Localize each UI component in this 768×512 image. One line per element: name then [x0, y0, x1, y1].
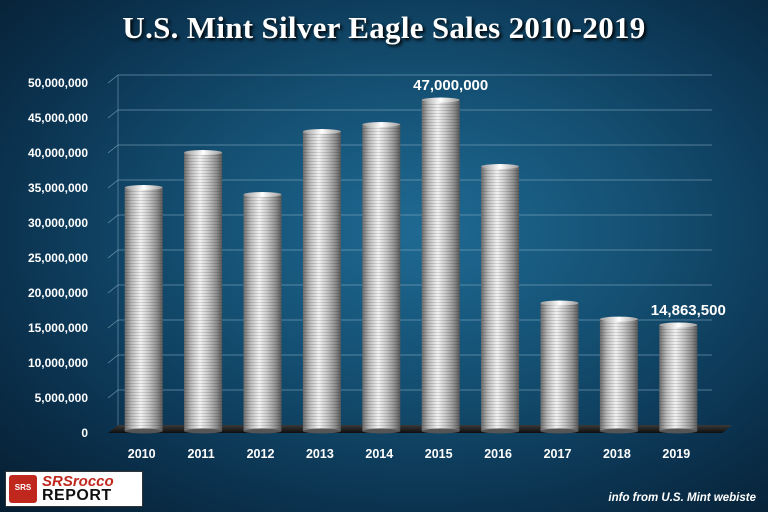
x-tick-label: 2014: [365, 447, 393, 461]
bar-2016: [481, 164, 520, 434]
srsrocco-logo: SRS SRSrocco REPORT: [5, 471, 143, 507]
bar-2019: [659, 322, 698, 434]
y-tick-label: 10,000,000: [28, 356, 88, 370]
bar-base: [599, 428, 638, 434]
bar-coin-ridges: [243, 194, 282, 431]
bar-base: [421, 428, 460, 434]
bar-base: [540, 428, 579, 434]
x-tick-label: 2011: [188, 447, 215, 461]
y-tick-label: 35,000,000: [28, 181, 88, 195]
bar-coin-ridges: [302, 131, 341, 431]
gridline-side: [107, 284, 119, 294]
bar-base: [184, 428, 223, 434]
bar-top: [243, 192, 282, 197]
bar-coin-ridges: [540, 303, 579, 431]
y-tick-label: 5,000,000: [35, 391, 89, 405]
x-tick-label: 2017: [544, 447, 572, 461]
logo-emblem-icon: SRS: [9, 475, 37, 503]
bar-top: [659, 322, 698, 328]
x-tick-label: 2012: [247, 447, 275, 461]
x-tick-label: 2018: [603, 447, 631, 461]
bar-top: [599, 316, 638, 322]
bar-base: [302, 428, 341, 434]
bar-2011: [184, 150, 223, 434]
gridline-side: [107, 109, 119, 119]
gridline-side: [107, 389, 119, 399]
bar-coin-ridges: [124, 187, 163, 431]
gridline-side: [107, 354, 119, 364]
logo-text-report: REPORT: [42, 487, 112, 504]
bar-2017: [540, 300, 579, 434]
data-label-2015: 47,000,000: [413, 77, 488, 94]
bar-base: [659, 428, 698, 434]
x-tick-label: 2013: [306, 447, 334, 461]
data-label-2019: 14,863,500: [651, 302, 726, 319]
bar-top: [421, 97, 460, 103]
bar-2014: [362, 122, 401, 434]
logo-text-srsrocco: SRSrocco: [42, 473, 114, 490]
bar-base: [243, 428, 282, 434]
y-tick-label: 0: [81, 426, 88, 440]
bar-top: [540, 300, 579, 306]
bar-base: [481, 428, 520, 434]
gridline-side: [107, 74, 119, 84]
gridline-side: [107, 214, 119, 224]
bar-2012: [243, 192, 282, 434]
source-note: info from U.S. Mint webiste: [608, 492, 756, 504]
gridline-side: [107, 249, 119, 259]
bar-2013: [302, 129, 341, 434]
bar-coin-ridges: [481, 166, 520, 431]
bar-coin-ridges: [421, 100, 460, 431]
bar-2010: [124, 185, 163, 434]
gridline-side: [107, 179, 119, 189]
bar-coin-ridges: [599, 319, 638, 431]
y-tick-label: 20,000,000: [28, 286, 88, 300]
y-tick-label: 15,000,000: [28, 321, 88, 335]
bar-base: [124, 428, 163, 434]
y-tick-label: 40,000,000: [28, 146, 88, 160]
bar-top: [481, 164, 520, 169]
chart-title: U.S. Mint Silver Eagle Sales 2010-2019: [122, 10, 646, 45]
gridline-side: [107, 319, 119, 329]
y-tick-label: 25,000,000: [28, 251, 88, 265]
y-tick-label: 45,000,000: [28, 111, 88, 125]
x-tick-label: 2019: [662, 447, 690, 461]
bar-coin-ridges: [184, 152, 223, 431]
bar-2015: [421, 97, 460, 434]
bar-top: [362, 122, 401, 127]
gridline-side: [107, 144, 119, 154]
bar-top: [302, 129, 341, 134]
bar-coin-ridges: [659, 324, 698, 431]
x-tick-label: 2016: [484, 447, 512, 461]
bar-top: [184, 150, 223, 155]
bar-base: [362, 428, 401, 434]
x-tick-label: 2015: [425, 447, 453, 461]
y-tick-label: 30,000,000: [28, 216, 88, 230]
bar-coin-ridges: [362, 124, 401, 431]
bar-2018: [599, 316, 638, 434]
bar-top: [124, 185, 163, 190]
y-tick-label: 50,000,000: [28, 76, 88, 90]
x-tick-label: 2010: [128, 447, 156, 461]
